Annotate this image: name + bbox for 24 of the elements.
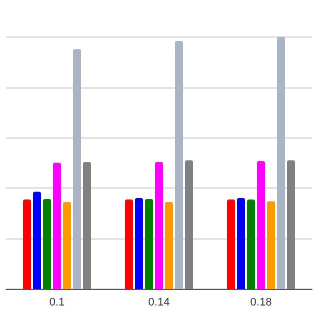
bar (267, 201, 275, 289)
bar (247, 200, 255, 289)
bar (63, 202, 71, 289)
x-tick-label: 0.18 (250, 296, 272, 308)
bar (175, 41, 183, 289)
x-tick-label: 0.1 (49, 296, 65, 308)
bar (145, 199, 153, 289)
bar (185, 160, 193, 289)
bar (135, 198, 143, 289)
bar (287, 160, 295, 289)
bar (125, 200, 133, 289)
bar (33, 192, 41, 289)
bar (23, 200, 31, 289)
bar (83, 162, 91, 289)
bar (73, 49, 81, 289)
x-tick-label: 0.14 (148, 296, 170, 308)
bar (257, 160, 265, 289)
bar (53, 162, 61, 289)
bar (237, 198, 245, 289)
bar (165, 202, 173, 289)
bar (277, 37, 285, 289)
bar (155, 162, 163, 289)
bar (43, 199, 51, 289)
bar (227, 200, 235, 289)
